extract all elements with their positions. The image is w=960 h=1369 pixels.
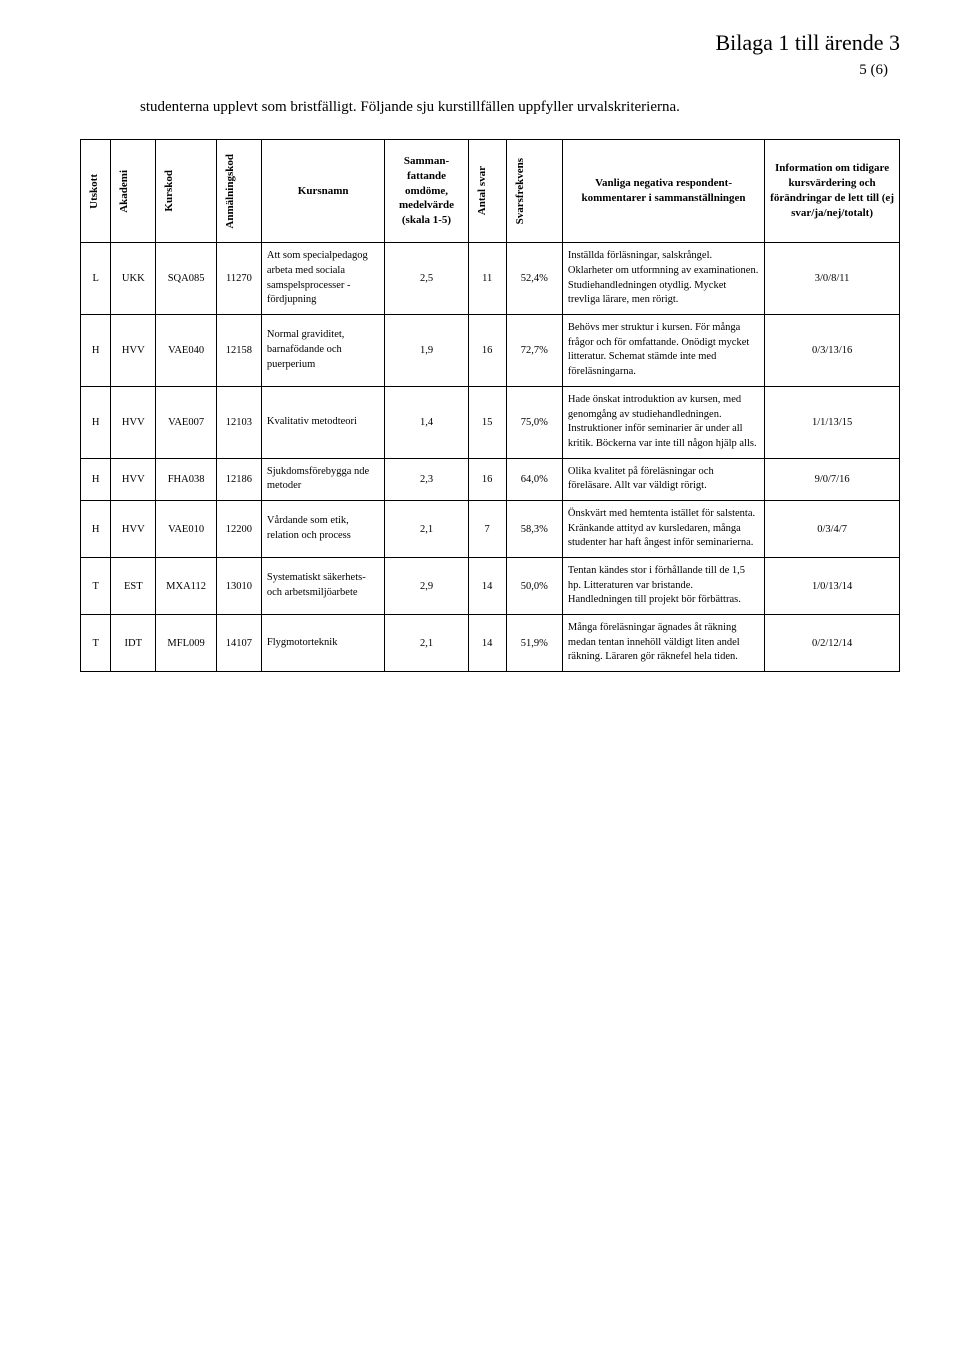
cell-akademi: HVV bbox=[111, 500, 156, 557]
cell-frekvens: 75,0% bbox=[506, 386, 562, 458]
cell-medel: 1,4 bbox=[385, 386, 468, 458]
cell-frekvens: 50,0% bbox=[506, 558, 562, 615]
cell-info: 0/3/13/16 bbox=[765, 315, 900, 387]
cell-kursnamn: Normal graviditet, barnafödande och puer… bbox=[261, 315, 385, 387]
col-anm: Anmälningskod bbox=[216, 139, 261, 243]
cell-info: 1/0/13/14 bbox=[765, 558, 900, 615]
cell-antal: 16 bbox=[468, 458, 506, 500]
cell-kursnamn: Sjukdomsförebygga nde metoder bbox=[261, 458, 385, 500]
appendix-title: Bilaga 1 till ärende 3 bbox=[80, 30, 900, 56]
header-row: Utskott Akademi Kurskod Anmälningskod Ku… bbox=[81, 139, 900, 243]
cell-frekvens: 58,3% bbox=[506, 500, 562, 557]
cell-utskott: H bbox=[81, 458, 111, 500]
cell-medel: 2,1 bbox=[385, 500, 468, 557]
cell-anm: 12186 bbox=[216, 458, 261, 500]
course-table: Utskott Akademi Kurskod Anmälningskod Ku… bbox=[80, 139, 900, 672]
cell-akademi: UKK bbox=[111, 243, 156, 315]
cell-utskott: L bbox=[81, 243, 111, 315]
cell-anm: 12103 bbox=[216, 386, 261, 458]
cell-utskott: H bbox=[81, 500, 111, 557]
cell-kursnamn: Vårdande som etik, relation och process bbox=[261, 500, 385, 557]
cell-kommentar: Olika kvalitet på föreläsningar och före… bbox=[562, 458, 764, 500]
cell-kurskod: SQA085 bbox=[156, 243, 217, 315]
cell-kursnamn: Flygmotorteknik bbox=[261, 615, 385, 672]
col-kurskod: Kurskod bbox=[156, 139, 217, 243]
cell-akademi: HVV bbox=[111, 386, 156, 458]
cell-medel: 2,5 bbox=[385, 243, 468, 315]
col-frekvens: Svarsfrekvens bbox=[506, 139, 562, 243]
table-row: HHVVFHA03812186Sjukdomsförebygga nde met… bbox=[81, 458, 900, 500]
cell-kurskod: FHA038 bbox=[156, 458, 217, 500]
cell-kurskod: VAE010 bbox=[156, 500, 217, 557]
col-kursnamn: Kursnamn bbox=[261, 139, 385, 243]
cell-antal: 11 bbox=[468, 243, 506, 315]
table-row: TIDTMFL00914107Flygmotorteknik2,11451,9%… bbox=[81, 615, 900, 672]
cell-info: 0/2/12/14 bbox=[765, 615, 900, 672]
cell-utskott: H bbox=[81, 386, 111, 458]
col-medel: Samman­fattande omdöme, medelvärde (skal… bbox=[385, 139, 468, 243]
table-row: TESTMXA11213010Systematiskt säkerhets- o… bbox=[81, 558, 900, 615]
cell-kursnamn: Systematiskt säkerhets- och arbetsmiljöa… bbox=[261, 558, 385, 615]
cell-medel: 2,1 bbox=[385, 615, 468, 672]
cell-kommentar: Många föreläsningar ägnades åt räkning m… bbox=[562, 615, 764, 672]
cell-anm: 11270 bbox=[216, 243, 261, 315]
table-row: HHVVVAE04012158Normal graviditet, barnaf… bbox=[81, 315, 900, 387]
cell-kurskod: VAE007 bbox=[156, 386, 217, 458]
cell-utskott: T bbox=[81, 558, 111, 615]
cell-utskott: T bbox=[81, 615, 111, 672]
table-row: HHVVVAE00712103Kvalitativ metodteori1,41… bbox=[81, 386, 900, 458]
cell-antal: 14 bbox=[468, 615, 506, 672]
cell-kursnamn: Att som specialpedagog arbeta med social… bbox=[261, 243, 385, 315]
cell-kommentar: Hade önskat introduktion av kursen, med … bbox=[562, 386, 764, 458]
cell-info: 0/3/4/7 bbox=[765, 500, 900, 557]
cell-akademi: HVV bbox=[111, 315, 156, 387]
cell-antal: 16 bbox=[468, 315, 506, 387]
page-number: 5 (6) bbox=[80, 62, 888, 79]
cell-frekvens: 52,4% bbox=[506, 243, 562, 315]
cell-akademi: EST bbox=[111, 558, 156, 615]
table-row: LUKKSQA08511270Att som specialpedagog ar… bbox=[81, 243, 900, 315]
cell-anm: 12158 bbox=[216, 315, 261, 387]
cell-medel: 2,3 bbox=[385, 458, 468, 500]
cell-kommentar: Behövs mer struktur i kursen. För många … bbox=[562, 315, 764, 387]
cell-anm: 13010 bbox=[216, 558, 261, 615]
cell-kommentar: Tentan kändes stor i förhållande till de… bbox=[562, 558, 764, 615]
cell-frekvens: 51,9% bbox=[506, 615, 562, 672]
cell-kurskod: VAE040 bbox=[156, 315, 217, 387]
cell-anm: 14107 bbox=[216, 615, 261, 672]
cell-kommentar: Inställda förläsningar, salskrångel. Okl… bbox=[562, 243, 764, 315]
cell-antal: 14 bbox=[468, 558, 506, 615]
col-antal: Antal svar bbox=[468, 139, 506, 243]
col-utskott: Utskott bbox=[81, 139, 111, 243]
cell-kursnamn: Kvalitativ metodteori bbox=[261, 386, 385, 458]
cell-akademi: IDT bbox=[111, 615, 156, 672]
cell-kommentar: Önskvärt med hemtenta istället för salst… bbox=[562, 500, 764, 557]
page: Bilaga 1 till ärende 3 5 (6) studenterna… bbox=[0, 0, 960, 1369]
cell-kurskod: MXA112 bbox=[156, 558, 217, 615]
intro-paragraph: studenterna upplevt som bristfälligt. Fö… bbox=[140, 97, 840, 119]
table-body: LUKKSQA08511270Att som specialpedagog ar… bbox=[81, 243, 900, 672]
cell-utskott: H bbox=[81, 315, 111, 387]
col-akademi: Akademi bbox=[111, 139, 156, 243]
cell-frekvens: 64,0% bbox=[506, 458, 562, 500]
cell-akademi: HVV bbox=[111, 458, 156, 500]
cell-anm: 12200 bbox=[216, 500, 261, 557]
col-info: Information om tidigare kurs­värdering o… bbox=[765, 139, 900, 243]
col-kommentar: Vanliga negativa respondent­kommentarer … bbox=[562, 139, 764, 243]
cell-info: 9/0/7/16 bbox=[765, 458, 900, 500]
cell-medel: 2,9 bbox=[385, 558, 468, 615]
cell-info: 1/1/13/15 bbox=[765, 386, 900, 458]
cell-antal: 7 bbox=[468, 500, 506, 557]
cell-info: 3/0/8/11 bbox=[765, 243, 900, 315]
cell-medel: 1,9 bbox=[385, 315, 468, 387]
cell-kurskod: MFL009 bbox=[156, 615, 217, 672]
cell-antal: 15 bbox=[468, 386, 506, 458]
cell-frekvens: 72,7% bbox=[506, 315, 562, 387]
table-row: HHVVVAE01012200Vårdande som etik, relati… bbox=[81, 500, 900, 557]
